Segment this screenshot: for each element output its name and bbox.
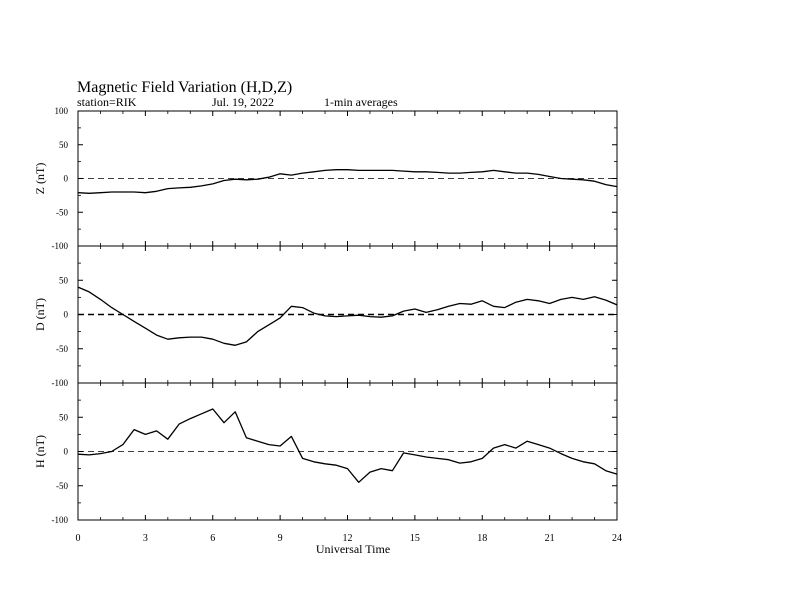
date-label: Jul. 19, 2022 <box>212 95 274 109</box>
y-tick-label: -100 <box>52 515 69 525</box>
y-tick-label: -100 <box>52 241 69 251</box>
series-line-H <box>77 408 618 483</box>
y-tick-label: 0 <box>64 174 69 184</box>
station-label: station=RIK <box>77 95 137 109</box>
x-tick-label: 15 <box>410 533 420 544</box>
chart-title: Magnetic Field Variation (H,D,Z) <box>77 79 292 96</box>
panel-H: -100 -50 0 50 H (nT) 0 3 6 9 12 15 18 21 24 <box>33 382 622 544</box>
x-tick-label: 18 <box>477 533 487 544</box>
y-tick-label: 100 <box>55 106 69 116</box>
averaging-label: 1-min averages <box>324 95 398 109</box>
panel-D: -100 -50 0 50 D (nT) <box>33 245 618 388</box>
x-tick-label: 24 <box>612 533 622 544</box>
y-axis-label: H (nT) <box>33 435 47 468</box>
y-tick-label: 50 <box>59 275 69 285</box>
series-line-Z <box>77 169 618 194</box>
y-tick-label: 0 <box>64 447 69 457</box>
x-tick-label: 21 <box>545 533 555 544</box>
y-tick-label: -50 <box>56 481 68 491</box>
x-tick-label: 12 <box>343 533 353 544</box>
series-line-D <box>77 286 618 346</box>
y-tick-label: -50 <box>56 207 68 217</box>
x-axis-label: Universal Time <box>316 542 390 556</box>
y-tick-label: 0 <box>64 310 69 320</box>
y-axis-label: Z (nT) <box>33 163 47 195</box>
x-tick-label: 9 <box>278 533 283 544</box>
x-tick-label: 3 <box>143 533 148 544</box>
y-tick-label: 50 <box>59 412 69 422</box>
y-tick-label: -100 <box>52 378 69 388</box>
y-axis-label: D (nT) <box>33 298 47 331</box>
panel-Z: -100 -50 0 50 100 Z (nT) <box>33 106 618 251</box>
x-tick-label: 0 <box>76 533 81 544</box>
y-tick-label: 50 <box>59 140 69 150</box>
y-tick-label: -50 <box>56 344 68 354</box>
x-tick-label: 6 <box>210 533 215 544</box>
